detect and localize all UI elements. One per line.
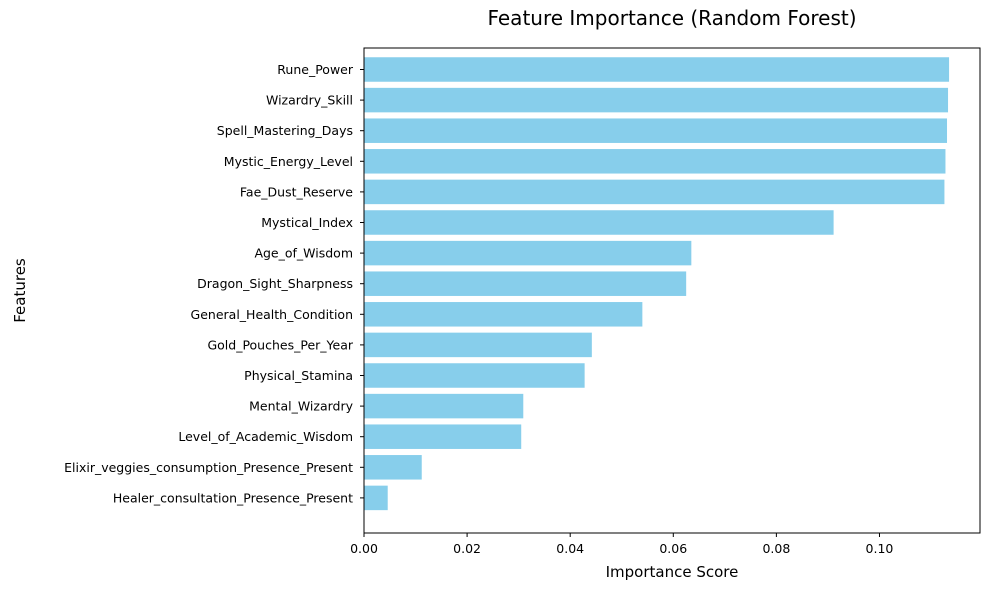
bar-gold-pouches-per-year xyxy=(364,332,592,358)
y-axis-ticks: Rune_Power Wizardry_Skill Spell_Mastering_… xyxy=(64,62,364,505)
y-tick-label: Mystical_Index xyxy=(261,215,353,230)
bar-level-of-academic-wisdom xyxy=(364,424,522,449)
y-tick-label: Physical_Stamina xyxy=(244,368,353,383)
bars-layer xyxy=(364,57,950,511)
y-tick-label: Rune_Power xyxy=(277,62,354,77)
bar-age-of-wisdom xyxy=(364,240,692,266)
plot-frame xyxy=(363,47,981,534)
y-tick-label: General_Health_Condition xyxy=(191,307,353,322)
y-tick-label: Healer_consultation_Presence_Present xyxy=(113,490,353,505)
x-axis-ticks: 0.00 0.02 0.04 0.06 0.08 0.10 xyxy=(350,533,893,556)
y-tick-label: Elixir_veggies_consumption_Presence_Pres… xyxy=(64,460,353,475)
chart-title: Feature Importance (Random Forest) xyxy=(487,6,856,30)
y-axis-label: Features xyxy=(11,258,29,323)
y-tick-label: Mystic_Energy_Level xyxy=(224,154,353,169)
y-tick-label: Gold_Pouches_Per_Year xyxy=(207,337,353,352)
y-tick-label: Age_of_Wisdom xyxy=(254,246,353,261)
y-tick-label: Fae_Dust_Reserve xyxy=(240,184,353,199)
x-tick-label: 0.04 xyxy=(556,541,584,556)
bar-physical-stamina xyxy=(364,363,585,388)
y-tick-label: Wizardry_Skill xyxy=(266,93,353,108)
x-tick-label: 0.08 xyxy=(762,541,790,556)
y-tick-label: Dragon_Sight_Sharpness xyxy=(197,276,353,291)
x-tick-label: 0.02 xyxy=(453,541,481,556)
bar-elixir-veggies-consumption-presence-present xyxy=(364,455,422,480)
y-tick-label: Spell_Mastering_Days xyxy=(217,123,353,138)
bar-spell-mastering-days xyxy=(364,118,948,143)
x-tick-label: 0.00 xyxy=(350,541,378,556)
y-tick-label: Level_of_Academic_Wisdom xyxy=(178,429,353,444)
bar-dragon-sight-sharpness xyxy=(364,271,687,296)
bar-general-health-condition xyxy=(364,302,643,327)
bar-healer-consultation-presence-present xyxy=(364,485,388,511)
bar-fae-dust-reserve xyxy=(364,179,945,205)
x-tick-label: 0.10 xyxy=(866,541,894,556)
bar-mystic-energy-level xyxy=(364,149,946,174)
bar-rune-power xyxy=(364,57,950,82)
y-tick-label: Mental_Wizardry xyxy=(249,399,353,414)
bar-mental-wizardry xyxy=(364,393,524,419)
x-axis-label: Importance Score xyxy=(606,563,739,581)
x-tick-label: 0.06 xyxy=(659,541,687,556)
bar-wizardry-skill xyxy=(364,87,949,113)
bar-mystical-index xyxy=(364,210,834,235)
